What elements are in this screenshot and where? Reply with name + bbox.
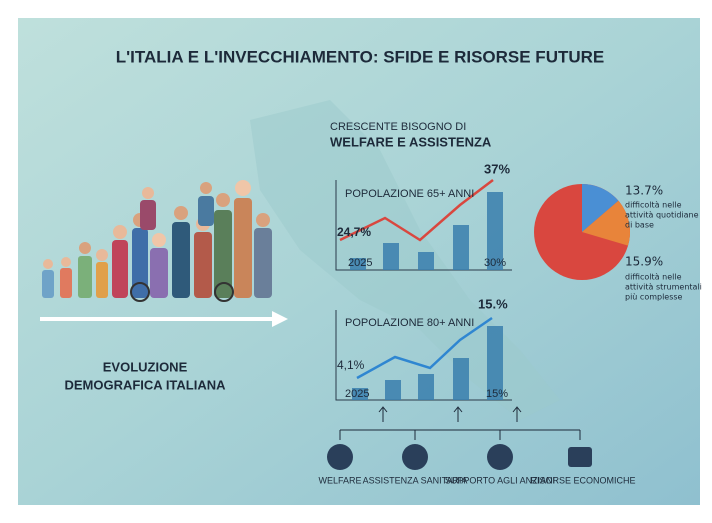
icon-label: ASSISTENZA SANITARIA	[363, 475, 468, 485]
chart-title: POPOLAZIONE 80+ ANNI	[345, 317, 474, 329]
icon-label: SUPPORTO AGLI ANZIANI	[445, 475, 555, 485]
bar	[418, 252, 434, 270]
trend-line	[356, 316, 493, 380]
pie-label: 15.9%	[625, 255, 663, 269]
section-heading: WELFARE E ASSISTENZA	[330, 134, 492, 149]
chart-80: POPOLAZIONE 80+ ANNI 4,1% 15.% 2025 15%	[335, 296, 512, 401]
left-label: DEMOGRAFICA ITALIANA	[64, 377, 226, 392]
bar	[487, 192, 503, 270]
pie-desc: di base	[625, 221, 654, 230]
year-label: 2025	[345, 388, 369, 400]
pie-label: 13.7%	[625, 184, 663, 198]
icon-label: WELFARE	[318, 475, 361, 485]
bar	[383, 243, 399, 270]
pie-desc: attività quotidiane	[625, 211, 699, 220]
bar-label: 15%	[486, 388, 508, 400]
chart-title: POPOLAZIONE 65+ ANNI	[345, 188, 474, 200]
pie-desc: più complesse	[625, 293, 683, 302]
bar	[453, 358, 469, 400]
icons	[327, 444, 592, 470]
pie-slice	[582, 200, 630, 246]
year-label: 2025	[348, 257, 372, 269]
people-illustration	[42, 180, 272, 302]
map-shape	[250, 100, 560, 420]
bar	[487, 326, 503, 400]
chart-65: POPOLAZIONE 65+ ANNI 24,7% 37% 2025 30%	[335, 161, 512, 271]
bar	[385, 380, 401, 400]
bar	[350, 258, 366, 270]
arrow-head	[272, 311, 288, 327]
pie-desc: difficoltà nelle	[625, 201, 682, 210]
connectors	[339, 406, 581, 440]
pie-slice	[582, 184, 619, 232]
start-label: 4,1%	[337, 358, 365, 372]
bar	[453, 225, 469, 270]
left-label: EVOLUZIONE	[103, 359, 188, 374]
trend-line	[339, 179, 494, 242]
pie-chart	[534, 184, 630, 280]
start-label: 24,7%	[337, 225, 371, 239]
pie-desc: difficoltà nelle	[625, 273, 682, 282]
section-kicker: CRESCENTE BISOGNO DI	[330, 121, 466, 133]
pie-desc: attività strumentali	[625, 283, 702, 292]
bar-label: 30%	[484, 257, 506, 269]
bar	[418, 374, 434, 400]
end-label: 37%	[484, 161, 510, 176]
bar	[352, 388, 368, 400]
end-label: 15.%	[478, 296, 508, 311]
icon-label: RISORSE ECONOMICHE	[530, 475, 635, 485]
title: L'ITALIA E L'INVECCHIAMENTO: SFIDE E RIS…	[116, 47, 605, 66]
